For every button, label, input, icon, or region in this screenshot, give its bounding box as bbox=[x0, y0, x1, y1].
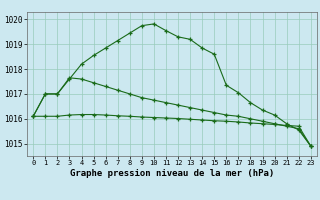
X-axis label: Graphe pression niveau de la mer (hPa): Graphe pression niveau de la mer (hPa) bbox=[70, 169, 274, 178]
